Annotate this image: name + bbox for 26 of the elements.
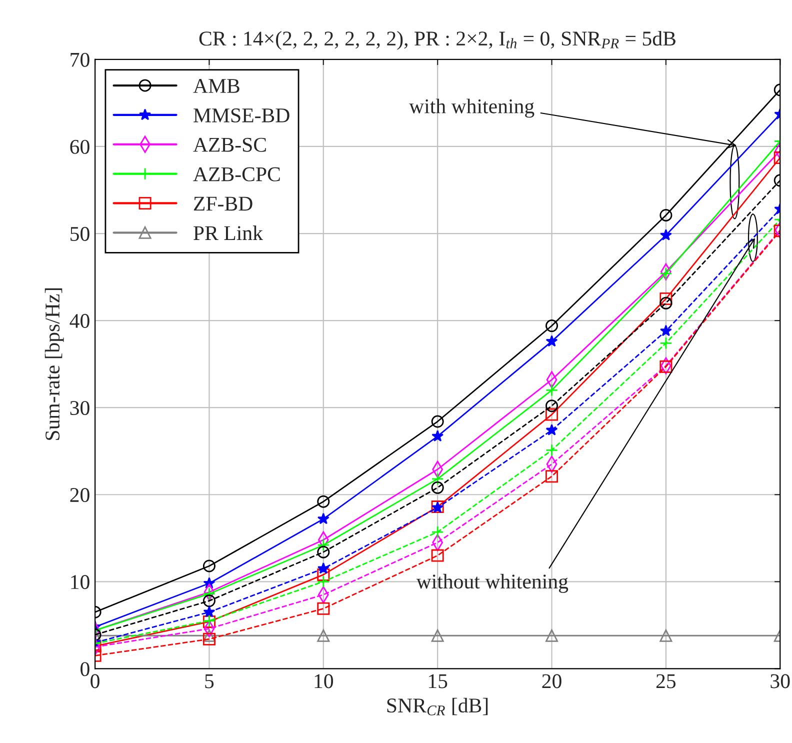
y-tick-label: 70 <box>70 52 90 67</box>
chart-title: CR : 14×(2, 2, 2, 2, 2, 2), PR : 2×2, I$_{th}$ = 0, SNR$_{PR}$ = 5dB <box>199 30 676 50</box>
y-tick-label: 40 <box>70 314 90 328</box>
legend-label: PR Link <box>194 226 263 240</box>
y-tick-label: 0 <box>80 662 90 676</box>
y-tick-label: 30 <box>70 400 90 416</box>
legend-label: AMB <box>193 79 240 93</box>
x-tick-label: 0 <box>90 674 100 688</box>
x-tick-label: 25 <box>656 674 676 688</box>
x-axis-title: SNR$_{CR}$ [dB] <box>387 698 488 716</box>
x-tick-label: 5 <box>205 674 214 688</box>
legend-label: AZB-CPC <box>193 167 280 182</box>
y-tick-label: 20 <box>70 488 90 502</box>
legend-label: ZF-BD <box>194 196 252 211</box>
x-tick-label: 15 <box>428 674 448 688</box>
annotation: without whitening <box>416 574 568 593</box>
y-tick-label: 50 <box>70 226 90 241</box>
x-tick-label: 10 <box>314 674 334 688</box>
x-tick-label: 20 <box>542 674 562 688</box>
y-axis-title: Sum-rate [bps/Hz] <box>44 288 64 440</box>
annotation: with whitening <box>409 98 534 118</box>
legend-label: AZB-SC <box>193 138 266 152</box>
y-tick-label: 60 <box>70 140 90 154</box>
legend-label: MMSE-BD <box>194 108 290 122</box>
x-tick-label: 30 <box>770 674 790 688</box>
y-tick-label: 10 <box>71 575 90 590</box>
